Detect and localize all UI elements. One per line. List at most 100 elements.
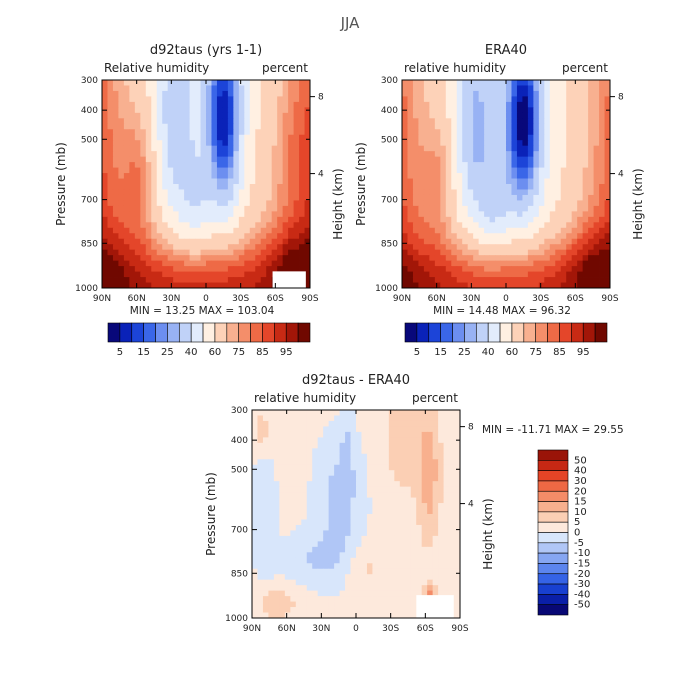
contour-cell bbox=[277, 80, 284, 86]
contour-cell bbox=[279, 530, 286, 537]
contour-cell bbox=[456, 216, 463, 223]
contour-cell bbox=[440, 205, 447, 212]
contour-cell bbox=[372, 420, 379, 427]
contour-cell bbox=[288, 112, 294, 119]
contour-cell bbox=[249, 184, 256, 190]
contour-cell bbox=[462, 277, 469, 283]
contour-cell bbox=[178, 167, 185, 174]
contour-cell bbox=[527, 184, 534, 190]
contour-cell bbox=[268, 415, 275, 422]
contour-cell bbox=[440, 129, 447, 136]
contour-cell bbox=[304, 96, 311, 103]
contour-cell bbox=[257, 546, 264, 553]
contour-cell bbox=[533, 194, 540, 201]
contour-cell bbox=[445, 173, 452, 179]
contour-cell bbox=[394, 568, 401, 575]
contour-cell bbox=[506, 173, 512, 179]
contour-cell bbox=[402, 211, 408, 218]
contour-cell bbox=[527, 216, 534, 223]
contour-cell bbox=[383, 585, 390, 592]
contour-cell bbox=[102, 123, 108, 130]
contour-cell bbox=[195, 178, 201, 185]
contour-cell bbox=[156, 244, 163, 251]
contour-cell bbox=[522, 178, 529, 185]
contour-cell bbox=[244, 134, 251, 141]
contour-cell bbox=[410, 568, 417, 575]
contour-cell bbox=[312, 410, 319, 416]
contour-cell bbox=[544, 249, 551, 256]
contour-cell bbox=[429, 151, 436, 158]
contour-cell bbox=[394, 481, 401, 488]
contour-cell bbox=[273, 579, 280, 586]
contour-cell bbox=[500, 96, 507, 103]
contour-cell bbox=[438, 508, 444, 515]
contour-cell bbox=[238, 222, 245, 229]
contour-cell bbox=[506, 200, 512, 207]
contour-cell bbox=[252, 519, 258, 526]
contour-cell bbox=[588, 167, 594, 174]
contour-cell bbox=[233, 249, 240, 256]
contour-cell bbox=[123, 222, 130, 229]
contour-cell bbox=[323, 437, 330, 444]
contour-cell bbox=[500, 134, 507, 141]
contour-cell bbox=[456, 107, 463, 114]
contour-cell bbox=[549, 145, 556, 152]
contour-cell bbox=[271, 151, 278, 158]
contour-cell bbox=[293, 238, 300, 245]
contour-cell bbox=[571, 233, 578, 240]
contour-cell bbox=[211, 260, 218, 267]
contour-cell bbox=[361, 481, 368, 488]
contour-cell bbox=[451, 96, 458, 103]
contour-cell bbox=[560, 227, 567, 234]
contour-cell bbox=[599, 216, 605, 223]
contour-cell bbox=[495, 233, 501, 240]
contour-cell bbox=[588, 162, 594, 168]
contour-cell bbox=[544, 80, 551, 86]
contour-cell bbox=[427, 557, 434, 564]
contour-cell bbox=[156, 96, 163, 103]
contour-cell bbox=[549, 184, 556, 190]
contour-cell bbox=[588, 238, 594, 245]
contour-cell bbox=[445, 184, 452, 190]
contour-cell bbox=[112, 123, 119, 130]
contour-cell bbox=[339, 481, 346, 488]
contour-cell bbox=[533, 189, 540, 196]
contour-cell bbox=[445, 129, 452, 136]
contour-cell bbox=[195, 162, 201, 168]
contour-cell bbox=[366, 492, 373, 498]
contour-cell bbox=[156, 112, 163, 119]
contour-cell bbox=[328, 596, 335, 602]
contour-cell bbox=[538, 140, 545, 147]
contour-cell bbox=[405, 497, 412, 504]
contour-cell bbox=[211, 107, 218, 114]
contour-cell bbox=[167, 156, 174, 163]
contour-cell bbox=[399, 612, 406, 619]
contour-cell bbox=[268, 497, 275, 504]
contour-cell bbox=[178, 277, 185, 283]
contour-cell bbox=[489, 184, 496, 190]
colorbar-swatch bbox=[487, 322, 501, 343]
contour-cell bbox=[577, 249, 584, 256]
contour-cell bbox=[538, 145, 545, 152]
contour-cell bbox=[361, 470, 368, 477]
contour-cell bbox=[484, 140, 490, 147]
contour-cell bbox=[277, 145, 284, 152]
contour-cell bbox=[140, 227, 147, 234]
contour-cell bbox=[577, 189, 584, 196]
contour-cell bbox=[178, 260, 185, 267]
contour-cell bbox=[407, 178, 414, 185]
contour-cell bbox=[107, 123, 114, 130]
contour-cell bbox=[167, 134, 174, 141]
contour-cell bbox=[334, 585, 340, 592]
contour-cell bbox=[366, 601, 373, 608]
contour-cell bbox=[478, 205, 485, 212]
contour-cell bbox=[456, 156, 463, 163]
contour-cell bbox=[301, 596, 308, 602]
contour-cell bbox=[560, 118, 567, 125]
contour-cell bbox=[511, 266, 518, 272]
contour-cell bbox=[438, 552, 444, 559]
contour-cell bbox=[271, 211, 278, 218]
contour-cell bbox=[206, 107, 212, 114]
contour-cell bbox=[544, 134, 551, 141]
contour-cell bbox=[522, 80, 529, 86]
